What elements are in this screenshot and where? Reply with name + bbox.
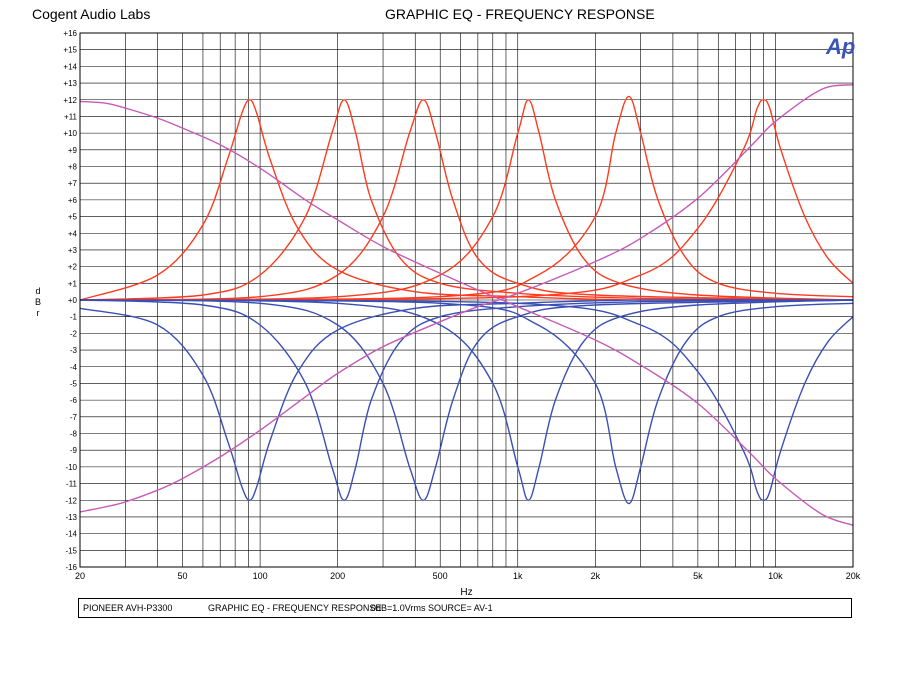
y-tick-label: -8 xyxy=(70,430,78,439)
ap-logo: Ap xyxy=(825,34,855,59)
boost-response-curve xyxy=(79,99,854,301)
y-tick-label: +11 xyxy=(64,112,78,121)
boost-response-curve xyxy=(79,99,854,301)
y-tick-label: +2 xyxy=(68,263,78,272)
y-tick-label: +1 xyxy=(68,279,78,288)
y-tick-label: +14 xyxy=(63,62,77,71)
y-tick-label: +5 xyxy=(68,213,78,222)
x-tick-label: 200 xyxy=(330,571,345,581)
y-tick-label: -13 xyxy=(65,513,77,522)
y-tick-label: +0 xyxy=(68,296,78,305)
x-tick-label: 1k xyxy=(513,571,523,581)
boost-response-curve xyxy=(79,99,854,301)
y-tick-label: -11 xyxy=(66,480,78,489)
y-tick-label: +16 xyxy=(63,29,77,38)
y-axis-label-char: d xyxy=(35,286,40,296)
x-tick-label: 20k xyxy=(846,571,861,581)
x-tick-label: 10k xyxy=(768,571,783,581)
y-axis-label-char: B xyxy=(35,297,41,307)
shelf-response-curve xyxy=(79,84,854,513)
y-tick-label: -4 xyxy=(70,363,78,372)
boost-response-curve xyxy=(79,99,854,301)
footer-reference: 0dB=1.0Vrms xyxy=(371,603,426,613)
y-tick-label: -1 xyxy=(70,313,78,322)
y-tick-label: -16 xyxy=(65,563,77,572)
x-tick-label: 100 xyxy=(253,571,268,581)
y-tick-label: -7 xyxy=(70,413,78,422)
y-tick-label: -2 xyxy=(70,329,78,338)
y-tick-label: -14 xyxy=(65,530,77,539)
y-axis-label-char: r xyxy=(37,308,40,318)
footer-source: SOURCE= AV-1 xyxy=(428,603,493,613)
y-tick-label: +13 xyxy=(63,79,77,88)
footer-test: GRAPHIC EQ - FREQUENCY RESPONSE xyxy=(208,603,382,613)
y-tick-label: -9 xyxy=(70,446,78,455)
y-tick-label: -15 xyxy=(65,546,77,555)
x-tick-label: 2k xyxy=(591,571,601,581)
frequency-response-chart: +16 +15 +14 +13 +12 +11 +10 +9 +8 +7 +6 +5 +4 +3 +2 +1 +… xyxy=(35,29,861,598)
brand-name: Cogent Audio Labs xyxy=(32,6,151,22)
cut-response-curve xyxy=(79,299,854,502)
y-axis-label: dBr xyxy=(35,286,41,318)
footer-info-bar: PIONEER AVH-P3300 GRAPHIC EQ - FREQUENCY… xyxy=(78,598,852,618)
plot-frame xyxy=(79,32,854,568)
footer-model: PIONEER AVH-P3300 xyxy=(83,603,173,613)
response-curves xyxy=(79,84,854,526)
y-tick-label: +8 xyxy=(68,163,78,172)
y-tick-label: -5 xyxy=(70,379,78,388)
x-tick-label: 20 xyxy=(75,571,85,581)
shelf-response-curve xyxy=(79,100,854,526)
y-tick-label: -6 xyxy=(70,396,78,405)
y-tick-labels: +16 +15 +14 +13 +12 +11 +10 +9 +8 +7 +6 +5 +4 +3 +2 +1 +… xyxy=(63,29,77,572)
y-tick-label: +7 xyxy=(68,179,78,188)
y-tick-label: +15 xyxy=(63,46,77,55)
boost-response-curve xyxy=(79,95,854,301)
y-tick-label: -10 xyxy=(65,463,77,472)
x-tick-label: 50 xyxy=(178,571,188,581)
y-tick-label: +6 xyxy=(68,196,78,205)
x-tick-labels: 20 50 100 200 500 1k 2k 5k 10k 20k xyxy=(75,571,861,581)
y-tick-label: +12 xyxy=(63,96,77,105)
y-tick-label: -3 xyxy=(70,346,78,355)
cut-response-curve xyxy=(79,299,854,502)
cut-response-curve xyxy=(79,299,854,505)
boost-response-curve xyxy=(79,99,854,301)
cut-response-curve xyxy=(79,299,854,502)
cut-response-curve xyxy=(79,299,854,502)
y-tick-label: +9 xyxy=(68,146,78,155)
x-tick-label: 5k xyxy=(693,571,703,581)
x-tick-label: 500 xyxy=(433,571,448,581)
y-tick-label: +10 xyxy=(63,129,77,138)
x-axis-label: Hz xyxy=(460,587,472,598)
y-tick-label: -12 xyxy=(65,496,77,505)
cut-response-curve xyxy=(79,299,854,502)
chart-title: GRAPHIC EQ - FREQUENCY RESPONSE xyxy=(385,6,655,22)
y-tick-label: +4 xyxy=(68,229,78,238)
y-tick-label: +3 xyxy=(68,246,78,255)
